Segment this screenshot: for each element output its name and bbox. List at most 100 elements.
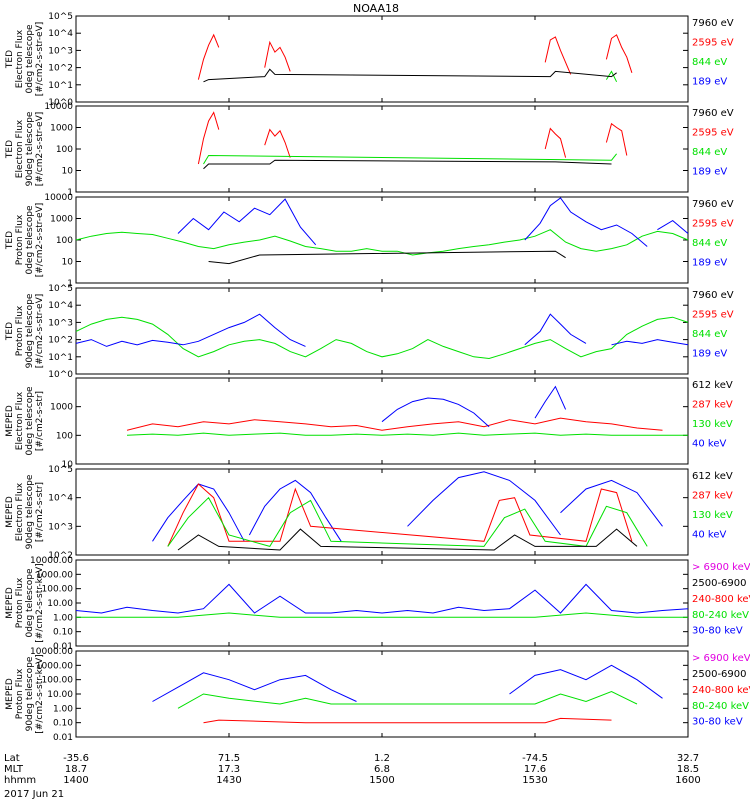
legend-entry: 30-80 keV [692, 626, 743, 637]
series-line-blue [381, 397, 490, 428]
legend-entry: 40 keV [692, 439, 726, 450]
legend-entry: 2595 eV [692, 219, 734, 230]
y-tick-label: 10000.00 [30, 647, 73, 657]
series-line-red [264, 40, 291, 72]
series-line-blue [509, 664, 663, 699]
panel-p3: 1 10 100 1000 10000 TED Proton Flux 0deg telesc… [5, 193, 734, 289]
y-axis-label: 0deg telescope [25, 205, 35, 275]
y-tick-label: 100 [56, 236, 73, 246]
y-tick-label: 10 [62, 258, 74, 268]
series-line-red [167, 483, 633, 547]
legend-entry: 189 eV [692, 167, 727, 178]
legend-entry: 844 eV [692, 329, 727, 340]
legend-entry: 7960 eV [692, 18, 734, 29]
panel-frame [75, 196, 689, 284]
y-axis-label: 90deg telescope [25, 111, 35, 186]
panel-frame [75, 105, 689, 193]
y-axis-label: MEPED [5, 496, 15, 528]
x-tick-label-mlt: 18.5 [677, 764, 699, 775]
series-line-red [197, 33, 220, 80]
legend-entry: 844 eV [692, 238, 727, 249]
x-tick-label-hhmm: 1600 [675, 775, 700, 786]
y-tick-label: 1 [67, 188, 73, 198]
panel-p1: 10^0 10^1 10^2 10^3 10^4 10^5 TED Electron Flux… [5, 12, 734, 108]
panel-p7: 0.01 0.10 1.00 10.00 100.00 1000.00 10000.00 ME… [5, 556, 750, 652]
series-line-green [203, 153, 617, 165]
y-axis-label: MEPED [5, 587, 15, 619]
panel-p2: 1 10 100 1000 10000 TED Electron Flux 90deg tel… [5, 102, 734, 198]
x-row-label: hhmm [4, 775, 36, 786]
series-line-green [75, 316, 689, 360]
series-line-red [544, 36, 572, 75]
legend-entry: 287 keV [692, 400, 733, 411]
panel-frame [75, 468, 689, 556]
series-line-blue [560, 479, 663, 527]
series-line-red [544, 127, 567, 158]
series-line-green [126, 432, 688, 436]
x-tick-label-mlt: 17.6 [524, 764, 546, 775]
series-line-blue [657, 219, 689, 234]
series-line-blue [524, 197, 648, 247]
legend-entry: 189 eV [692, 349, 727, 360]
y-tick-label: 10^3 [48, 318, 73, 328]
x-tick-label-lat: 71.5 [218, 753, 240, 764]
series-line-blue [534, 385, 567, 419]
y-axis-label: [#/cm2-s-str-eV] [35, 203, 45, 278]
y-axis-label: Proton Flux [15, 668, 25, 719]
y-tick-label: 10.00 [47, 599, 73, 609]
legend-entry: 287 keV [692, 491, 733, 502]
series-line-blue [611, 339, 689, 346]
y-axis-label: 0deg telescope [25, 568, 35, 638]
y-tick-label: 1 [67, 279, 73, 289]
panel-p8: 0.01 0.10 1.00 10.00 100.00 1000.00 10000.00 ME… [5, 647, 750, 743]
y-tick-label: 10^2 [48, 551, 73, 561]
y-tick-label: 10^3 [48, 46, 73, 56]
y-tick-label: 10^2 [48, 336, 73, 346]
series-line-blue [407, 471, 561, 536]
y-axis-label: MEPED [5, 678, 15, 710]
legend-entry: 130 keV [692, 419, 733, 430]
legend-entry: 189 eV [692, 258, 727, 269]
y-tick-label: 0.01 [53, 642, 73, 652]
series-line-red [605, 34, 633, 73]
x-tick-label-lat: 32.7 [677, 753, 699, 764]
series-line-blue [152, 483, 245, 542]
y-axis-label: TED [5, 231, 15, 250]
y-tick-label: 10^4 [48, 29, 73, 39]
date-label: 2017 Jun 21 [4, 789, 64, 800]
panel-frame [75, 287, 689, 375]
y-tick-label: 10^1 [48, 81, 73, 91]
y-axis-label: Electron Flux [15, 119, 25, 178]
y-tick-label: 1000 [50, 403, 73, 413]
y-tick-label: 10000.00 [30, 556, 73, 566]
y-tick-label: 10^5 [48, 12, 73, 22]
series-line-green [76, 612, 688, 618]
series-line-black [177, 528, 638, 551]
x-tick-label-hhmm: 1430 [216, 775, 241, 786]
x-tick-label-lat: 1.2 [374, 753, 390, 764]
x-row-label: Lat [4, 753, 20, 764]
legend-entry: 2500-6900 [692, 578, 747, 589]
series-line-black [208, 250, 566, 265]
y-axis-label: MEPED [5, 405, 15, 437]
y-tick-label: 10^1 [48, 353, 73, 363]
y-tick-label: 0.01 [53, 733, 73, 743]
y-axis-label: 90deg telescope [25, 293, 35, 368]
chart-title: NOAA18 [353, 2, 399, 15]
y-tick-label: 10^5 [48, 465, 73, 475]
legend-entry: 130 keV [692, 510, 733, 521]
panel-p6: 10^2 10^3 10^4 10^5 MEPED Electron Flux 90deg … [5, 465, 733, 561]
y-axis-label: [#/cm2-s-str-eV] [35, 294, 45, 369]
series-line-red [264, 128, 291, 158]
y-tick-label: 1000.00 [36, 570, 73, 580]
y-tick-label: 0.10 [53, 628, 73, 638]
series-line-red [126, 417, 663, 431]
y-tick-label: 10000 [44, 102, 73, 112]
y-tick-label: 10^3 [48, 522, 73, 532]
legend-entry: 612 keV [692, 471, 733, 482]
y-tick-label: 1.00 [53, 704, 73, 714]
series-line-blue [75, 313, 306, 347]
y-tick-label: 100 [56, 431, 73, 441]
y-axis-label: Electron Flux [15, 482, 25, 541]
